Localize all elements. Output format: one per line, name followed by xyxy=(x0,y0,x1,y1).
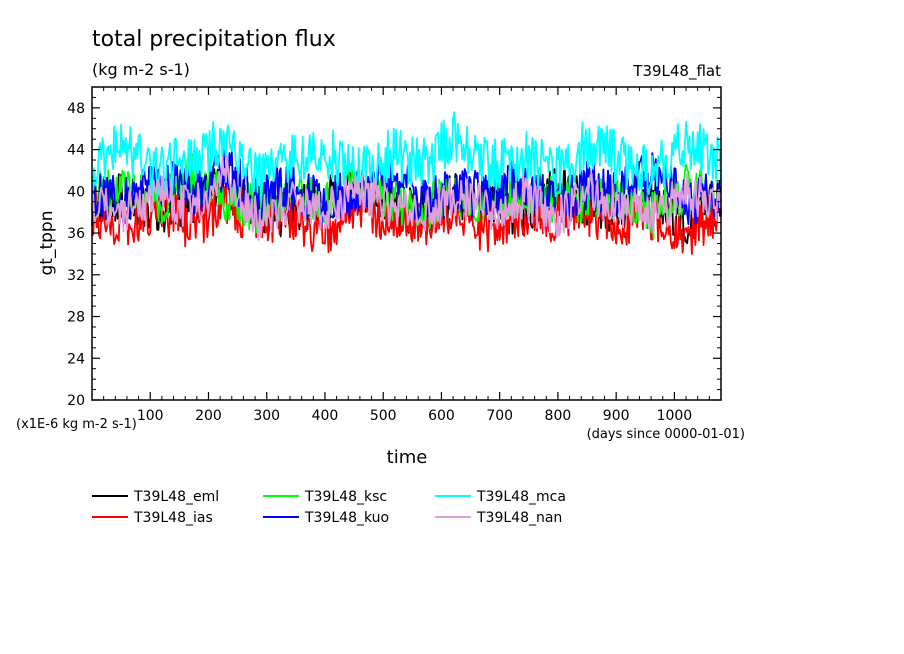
x-axis-label: time xyxy=(387,447,428,468)
series-line-T39L48_ias xyxy=(91,183,722,256)
y-tick-label: 20 xyxy=(67,393,85,409)
run-label: T39L48_flat xyxy=(632,62,721,81)
y-axis-label: gt_tppn xyxy=(37,211,57,276)
legend-label-T39L48_ksc: T39L48_ksc xyxy=(304,489,387,505)
series-lines xyxy=(91,111,722,256)
x-tick-label: 500 xyxy=(370,408,397,424)
legend-label-T39L48_kuo: T39L48_kuo xyxy=(304,510,389,526)
x-tick-label: 200 xyxy=(195,408,222,424)
axis-ticks: 100 200 300 400 500 600 700 800 900 1000 20 24 28 32 3… xyxy=(67,87,721,424)
legend-label-T39L48_nan: T39L48_nan xyxy=(476,510,562,526)
y-tick-label: 36 xyxy=(67,226,85,242)
y-tick-label: 32 xyxy=(67,268,85,284)
chart-subtitle: (kg m-2 s-1) xyxy=(92,60,190,79)
series-line-T39L48_nan xyxy=(91,155,722,241)
x-axis-unit: (days since 0000-01-01) xyxy=(587,427,745,442)
x-tick-label: 1000 xyxy=(657,408,693,424)
x-tick-label: 700 xyxy=(486,408,513,424)
y-tick-label: 28 xyxy=(67,310,85,326)
x-tick-label: 100 xyxy=(137,408,164,424)
y-tick-label: 48 xyxy=(67,101,85,117)
x-tick-label: 800 xyxy=(545,408,572,424)
legend: T39L48_eml T39L48_ias T39L48_ksc T39L48_kuo… xyxy=(92,489,566,526)
y-scale-note: (x1E-6 kg m-2 s-1) xyxy=(16,417,137,432)
x-tick-label: 900 xyxy=(603,408,630,424)
chart-title: total precipitation flux xyxy=(92,27,336,52)
chart-header: total precipitation flux (kg m-2 s-1) T3… xyxy=(92,27,721,81)
y-tick-label: 44 xyxy=(67,143,85,159)
series-line-T39L48_mca xyxy=(91,111,722,201)
legend-label-T39L48_ias: T39L48_ias xyxy=(133,510,213,526)
legend-label-T39L48_eml: T39L48_eml xyxy=(133,489,219,505)
x-tick-label: 300 xyxy=(253,408,280,424)
y-tick-label: 24 xyxy=(67,351,85,367)
legend-label-T39L48_mca: T39L48_mca xyxy=(476,489,566,505)
x-tick-label: 600 xyxy=(428,408,455,424)
y-tick-label: 40 xyxy=(67,184,85,200)
x-tick-label: 400 xyxy=(312,408,339,424)
axis-labels: gt_tppn time (days since 0000-01-01) (x1… xyxy=(16,211,745,468)
